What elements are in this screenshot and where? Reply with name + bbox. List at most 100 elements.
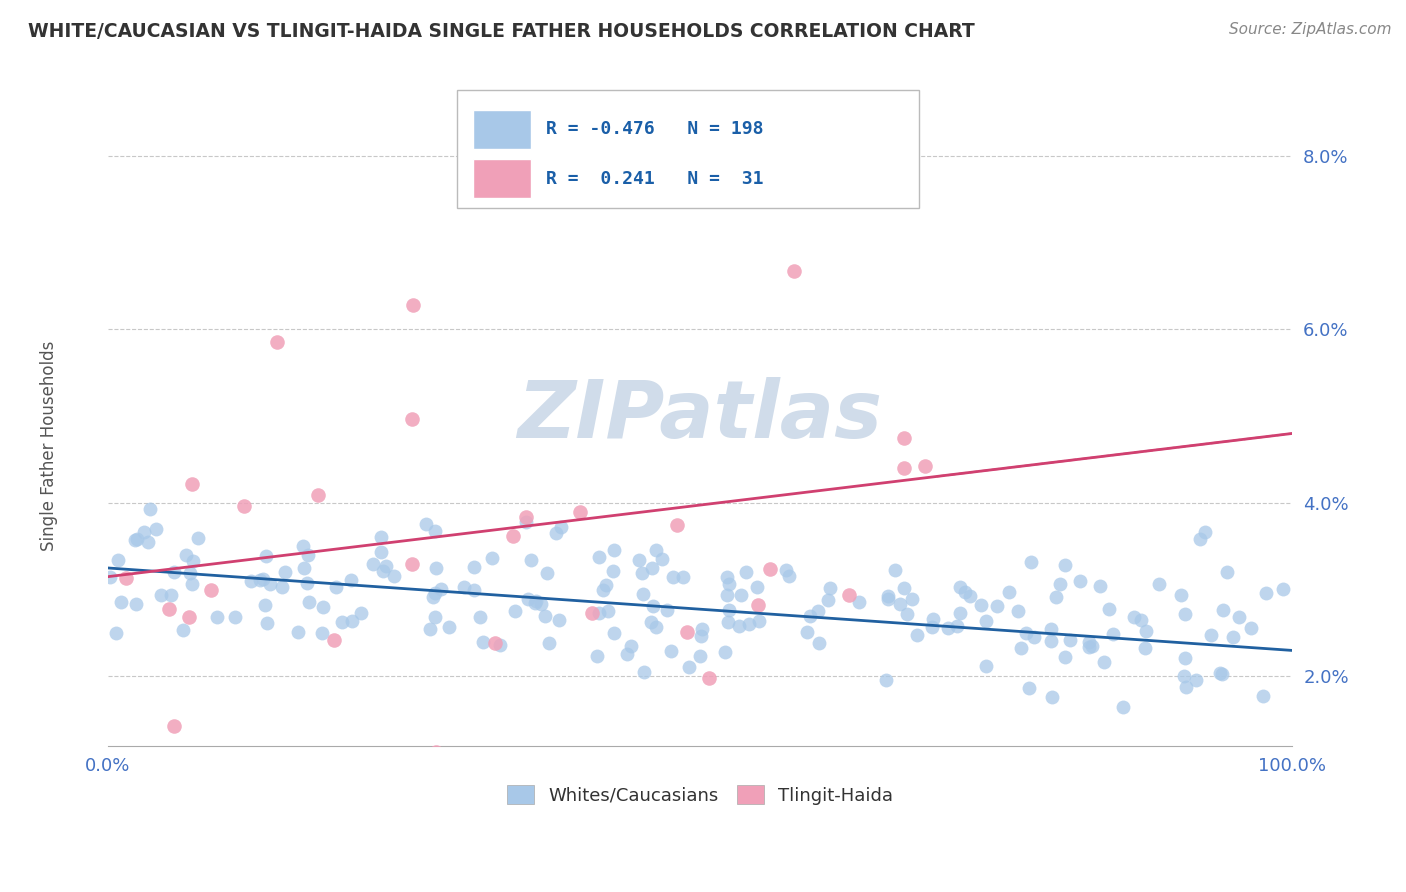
Point xyxy=(602,564,624,578)
Point xyxy=(1254,585,1277,599)
Point xyxy=(1130,613,1153,627)
Point xyxy=(98,570,121,584)
Point xyxy=(818,582,841,596)
Point xyxy=(1173,607,1195,621)
Point xyxy=(651,552,673,566)
Point xyxy=(1059,633,1081,648)
Point xyxy=(633,665,655,679)
Point xyxy=(1216,565,1239,579)
Point xyxy=(848,595,870,609)
Point xyxy=(254,549,277,564)
Point xyxy=(307,488,329,502)
Point xyxy=(727,619,749,633)
Point xyxy=(1007,604,1029,618)
Point xyxy=(297,575,319,590)
Point xyxy=(515,510,537,524)
Point xyxy=(921,620,943,634)
Text: ZIPatlas: ZIPatlas xyxy=(517,377,883,455)
Point xyxy=(657,602,679,616)
Point xyxy=(136,534,159,549)
Point xyxy=(986,599,1008,614)
Point xyxy=(181,577,204,591)
Point xyxy=(548,613,571,627)
Point xyxy=(1170,588,1192,602)
Point xyxy=(603,626,626,640)
Point xyxy=(1227,609,1250,624)
Point xyxy=(200,582,222,597)
Point xyxy=(718,603,741,617)
Point xyxy=(159,602,181,616)
Point xyxy=(586,649,609,664)
Text: R =  0.241   N =  31: R = 0.241 N = 31 xyxy=(546,169,763,187)
Point xyxy=(177,610,200,624)
Point xyxy=(588,607,610,621)
Point xyxy=(893,460,915,475)
Text: R = -0.476   N = 198: R = -0.476 N = 198 xyxy=(546,120,763,138)
Point xyxy=(180,476,202,491)
Point xyxy=(174,548,197,562)
Point xyxy=(239,574,262,588)
Point xyxy=(1133,641,1156,656)
Point xyxy=(759,562,782,576)
Point xyxy=(370,545,392,559)
Point xyxy=(370,530,392,544)
Point xyxy=(516,591,538,606)
Point xyxy=(524,593,547,607)
Point xyxy=(1122,609,1144,624)
Point xyxy=(1101,627,1123,641)
Point xyxy=(778,568,800,582)
Point xyxy=(1194,524,1216,539)
Point xyxy=(640,561,662,575)
Point xyxy=(1175,681,1198,695)
Point xyxy=(747,580,769,594)
Point xyxy=(690,629,713,643)
Point xyxy=(738,617,761,632)
Point xyxy=(949,580,972,594)
Point xyxy=(598,604,620,618)
Point xyxy=(484,636,506,650)
Point xyxy=(127,533,149,547)
Point xyxy=(976,614,998,628)
Point xyxy=(799,609,821,624)
Point xyxy=(172,624,194,638)
Point xyxy=(1010,640,1032,655)
Point xyxy=(631,566,654,581)
Point xyxy=(550,519,572,533)
Point xyxy=(425,561,447,575)
Point xyxy=(808,636,831,650)
Point xyxy=(595,578,617,592)
Point xyxy=(949,606,972,620)
Point xyxy=(1049,577,1071,591)
Point xyxy=(170,868,193,882)
Point xyxy=(503,604,526,618)
Point xyxy=(468,610,491,624)
Point xyxy=(110,595,132,609)
Point xyxy=(662,569,685,583)
Point xyxy=(472,634,495,648)
Point xyxy=(588,550,610,565)
Point xyxy=(252,572,274,586)
Point xyxy=(292,561,315,575)
Point xyxy=(536,566,558,580)
Point xyxy=(312,599,335,614)
Point xyxy=(889,597,911,611)
Point xyxy=(592,583,614,598)
Point xyxy=(1077,640,1099,655)
Point xyxy=(544,526,567,541)
Point xyxy=(150,588,173,602)
Point xyxy=(256,616,278,631)
Point xyxy=(132,524,155,539)
Point xyxy=(645,543,668,558)
Point xyxy=(901,591,924,606)
Point xyxy=(640,615,662,629)
Point xyxy=(717,577,740,591)
Point xyxy=(453,580,475,594)
Point xyxy=(716,570,738,584)
Point xyxy=(1053,558,1076,572)
Point xyxy=(311,626,333,640)
Point xyxy=(402,298,425,312)
Point xyxy=(375,558,398,573)
Point xyxy=(422,590,444,604)
Point xyxy=(1185,673,1208,687)
Point xyxy=(160,588,183,602)
